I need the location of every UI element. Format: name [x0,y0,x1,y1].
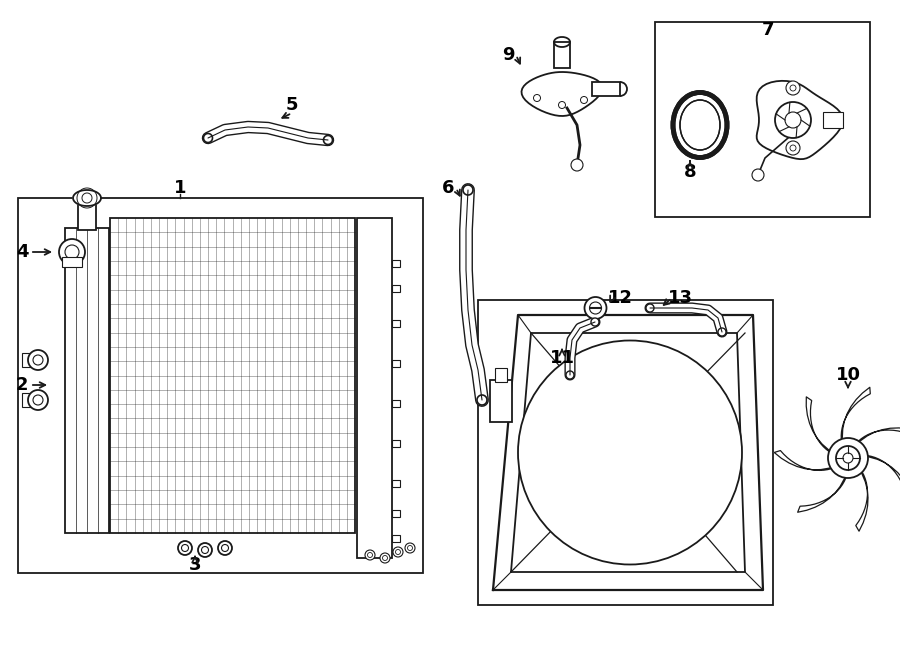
Bar [22,353,32,367]
Text: 6: 6 [442,179,454,197]
Circle shape [218,541,232,555]
Circle shape [590,302,601,314]
Text: 1: 1 [174,179,186,197]
Text: 8: 8 [684,163,697,181]
Polygon shape [73,190,101,206]
Circle shape [365,550,375,560]
Circle shape [28,390,48,410]
Polygon shape [757,81,843,159]
Text: 2: 2 [16,376,28,394]
Circle shape [28,350,48,370]
Circle shape [33,355,43,365]
Polygon shape [797,474,847,512]
Text: 10: 10 [835,366,860,384]
Bar [495,368,507,382]
Text: 9: 9 [502,46,514,64]
Bar [592,82,620,96]
Text: 4: 4 [16,243,28,261]
Circle shape [571,159,583,171]
Polygon shape [856,428,900,444]
Circle shape [382,555,388,561]
Bar [392,400,400,407]
Text: 13: 13 [668,289,692,307]
Circle shape [182,545,188,551]
Circle shape [534,95,541,101]
Polygon shape [856,469,868,531]
Circle shape [584,297,607,319]
Bar [392,535,400,542]
Circle shape [518,340,742,565]
Bar [392,260,400,267]
Polygon shape [806,397,832,453]
Bar [392,285,400,292]
Circle shape [786,141,800,155]
Bar [392,510,400,517]
Bar [554,42,570,68]
Circle shape [221,545,229,551]
Bar [478,300,773,605]
Bar [65,228,109,533]
Polygon shape [842,387,870,444]
Bar [392,320,400,327]
Circle shape [367,553,373,557]
Circle shape [785,112,801,128]
Circle shape [198,543,212,557]
Bar [392,480,400,487]
Text: 5: 5 [286,96,298,114]
Circle shape [790,145,796,151]
Circle shape [393,547,403,557]
Bar [110,218,355,533]
Polygon shape [864,455,900,495]
Polygon shape [774,451,835,471]
Polygon shape [521,72,602,116]
Bar [78,198,96,230]
Bar [392,360,400,367]
Bar [18,198,423,573]
Bar [392,440,400,447]
Text: 12: 12 [608,289,633,307]
Circle shape [790,85,796,91]
Circle shape [408,545,412,551]
Circle shape [775,102,811,138]
Circle shape [836,446,860,470]
Circle shape [405,543,415,553]
Circle shape [752,169,764,181]
Circle shape [178,541,192,555]
Circle shape [395,549,400,555]
Circle shape [65,245,79,259]
Bar [62,257,82,267]
Bar [357,218,392,558]
Bar [490,380,512,422]
Bar [823,112,843,128]
Bar [655,22,870,217]
Bar [22,393,32,407]
Text: 11: 11 [550,349,574,367]
Circle shape [202,547,209,553]
Circle shape [59,239,85,265]
Circle shape [580,97,588,103]
Circle shape [559,101,565,109]
Circle shape [33,395,43,405]
Circle shape [828,438,868,478]
Circle shape [786,81,800,95]
Text: 3: 3 [189,556,202,574]
Circle shape [380,553,390,563]
Circle shape [843,453,853,463]
Text: 7: 7 [761,21,774,39]
